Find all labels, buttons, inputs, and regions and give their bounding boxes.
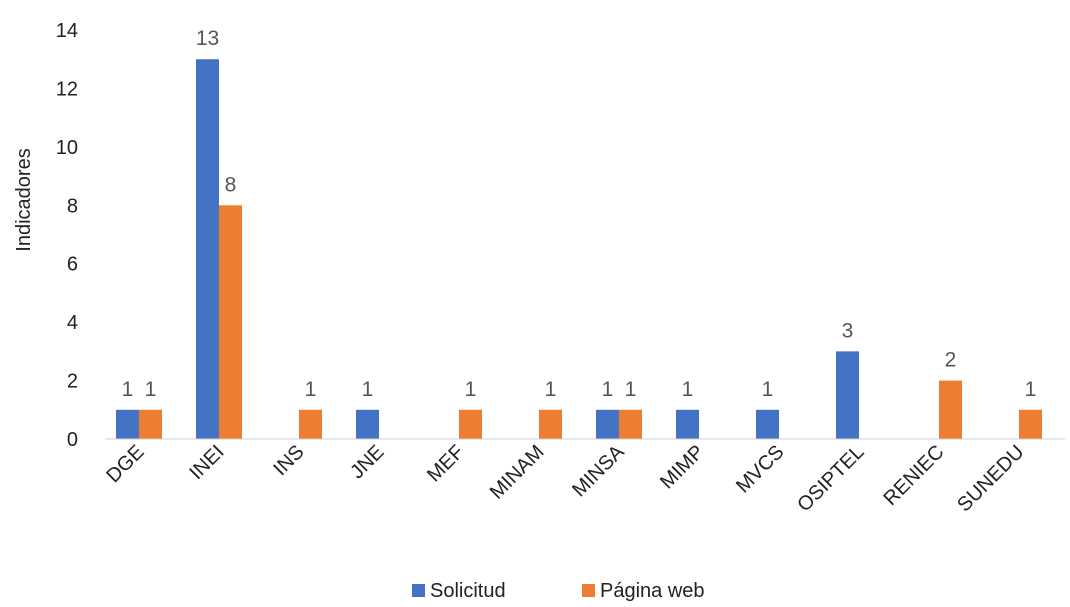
x-tick-label: INS: [269, 441, 308, 480]
bar-pagina-web-ins: [299, 409, 322, 439]
y-tick-label: 6: [67, 254, 78, 276]
y-tick-label: 8: [67, 195, 78, 217]
x-tick-label: MVCS: [732, 441, 788, 497]
x-tick-label: JNE: [346, 441, 388, 483]
data-label: 1: [145, 378, 157, 401]
bar-solicitud-mimp: [676, 409, 699, 439]
y-axis-ticks: 0 2 4 6 8 10 12 14: [56, 20, 78, 451]
legend-swatch: [582, 584, 595, 597]
data-label: 2: [945, 349, 957, 372]
x-tick-label: MINSA: [568, 441, 629, 502]
data-label: 1: [602, 378, 614, 401]
bar-solicitud-mvcs: [756, 409, 779, 439]
y-tick-label: 2: [67, 371, 78, 393]
x-tick-label: SUNEDU: [953, 441, 1028, 516]
data-label: 1: [545, 378, 557, 401]
bar-pagina-web-dge: [139, 409, 162, 439]
y-tick-label: 4: [67, 312, 78, 334]
data-label: 1: [682, 378, 694, 401]
legend-label: Solicitud: [430, 580, 506, 602]
bar-solicitud-jne: [356, 409, 379, 439]
data-label: 1: [122, 378, 134, 401]
legend-swatch: [412, 584, 425, 597]
x-tick-label: INEI: [185, 441, 228, 484]
x-tick-label: MEF: [423, 441, 468, 486]
bar-solicitud-inei: [196, 59, 219, 439]
y-tick-label: 14: [56, 20, 78, 42]
bars: [116, 59, 1042, 439]
data-label: 8: [225, 173, 237, 196]
bar-pagina-web-inei: [219, 205, 242, 439]
data-label: 1: [1025, 378, 1037, 401]
x-tick-label: MIMP: [656, 441, 708, 493]
x-tick-label: DGE: [102, 441, 148, 487]
bar-solicitud-minsa: [596, 409, 619, 439]
data-label: 3: [842, 319, 854, 342]
bar-solicitud-dge: [116, 409, 139, 439]
y-tick-label: 12: [56, 78, 78, 100]
x-tick-label: OSIPTEL: [793, 441, 868, 516]
data-label: 13: [196, 27, 219, 50]
x-tick-label: RENIEC: [880, 441, 949, 510]
data-label: 1: [305, 378, 317, 401]
bar-solicitud-osiptel: [836, 351, 859, 439]
data-label: 1: [362, 378, 374, 401]
bar-pagina-web-reniec: [939, 380, 962, 439]
category-labels: DGE INEI INS JNE MEF MINAM MINSA MIMP MVCS OSIPTE…: [102, 441, 1028, 517]
y-tick-label: 0: [67, 429, 78, 451]
y-axis-title: Indicadores: [13, 148, 35, 251]
bar-pagina-web-minsa: [619, 409, 642, 439]
bar-pagina-web-minam: [539, 409, 562, 439]
y-tick-label: 10: [56, 137, 78, 159]
data-label: 1: [625, 378, 637, 401]
data-label: 1: [762, 378, 774, 401]
legend: Solicitud Página web: [412, 580, 705, 602]
data-label: 1: [465, 378, 477, 401]
legend-label: Página web: [600, 580, 705, 602]
bar-pagina-web-sunedu: [1019, 409, 1042, 439]
bar-pagina-web-mef: [459, 409, 482, 439]
x-tick-label: MINAM: [486, 441, 549, 504]
